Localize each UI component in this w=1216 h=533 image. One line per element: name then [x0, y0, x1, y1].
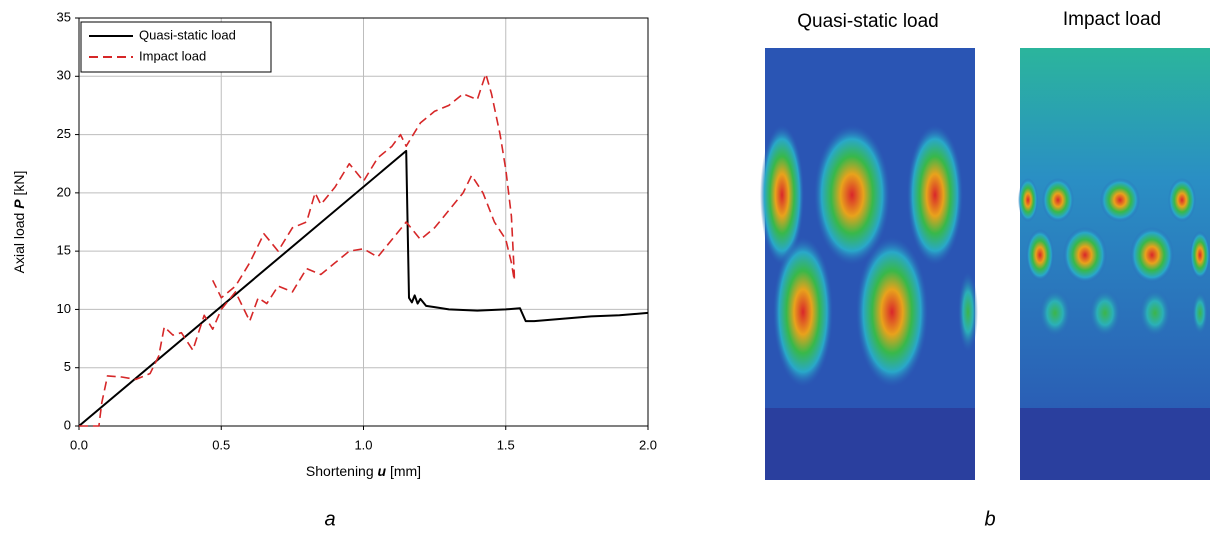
y-tick-label: 15: [57, 243, 71, 258]
legend-box: [80, 21, 272, 73]
stress-contour: [907, 125, 963, 265]
y-axis-label: Axial load P [kN]: [11, 171, 27, 274]
caption: b: [984, 508, 995, 530]
panel-title: Quasi-static load: [797, 11, 939, 32]
stress-contour: [1039, 289, 1071, 337]
stress-contour: [1139, 289, 1171, 337]
y-tick-label: 10: [57, 301, 71, 316]
stress-contour: [773, 237, 833, 387]
x-axis-label-part: u: [378, 463, 387, 479]
x-tick-label: 1.0: [354, 437, 372, 452]
x-axis-label: Shortening u [mm]: [306, 463, 421, 479]
legend-label: Quasi-static load: [139, 27, 236, 42]
stress-contour: [958, 272, 978, 352]
legend-label: Impact load: [139, 48, 206, 63]
caption: a: [324, 508, 335, 530]
stress-contour: [1018, 178, 1038, 222]
data-line: [78, 149, 649, 427]
stress-contour: [1190, 231, 1210, 279]
data-line: [79, 73, 516, 427]
y-tick-label: 25: [57, 126, 71, 141]
x-tick-label: 0.5: [212, 437, 230, 452]
y-axis-label-part: Axial load: [11, 209, 27, 274]
y-tick-label: 5: [64, 359, 71, 374]
stress-contour: [1100, 178, 1140, 222]
x-axis-label-part: Shortening: [306, 463, 378, 479]
stress-contour: [1130, 227, 1174, 283]
y-tick-label: 30: [57, 68, 71, 83]
x-tick-label: 0.0: [70, 437, 88, 452]
y-axis-label-part: [kN]: [11, 171, 27, 200]
stress-contour: [760, 125, 804, 265]
plot-frame: [78, 17, 649, 427]
stress-contour: [1026, 229, 1054, 281]
x-tick-label: 1.5: [497, 437, 515, 452]
y-axis-label-part: P: [11, 199, 27, 209]
fe-model-base: [765, 408, 975, 480]
stress-contour: [1063, 227, 1107, 283]
stress-contour: [1042, 178, 1074, 222]
stress-contour: [856, 237, 928, 387]
stress-contour: [814, 125, 890, 265]
fe-model-base: [1020, 408, 1210, 480]
x-axis-label-part: [mm]: [386, 463, 421, 479]
y-tick-label: 20: [57, 184, 71, 199]
stress-contour: [1089, 289, 1121, 337]
panel-b: Quasi-static load Impact load: [760, 9, 1210, 480]
y-tick-label: 0: [64, 417, 71, 432]
panel-title: Impact load: [1063, 9, 1161, 30]
x-tick-label: 2.0: [639, 437, 657, 452]
y-tick-label: 35: [57, 9, 71, 24]
stress-contour: [1168, 178, 1196, 222]
stress-contour: [1192, 291, 1208, 335]
